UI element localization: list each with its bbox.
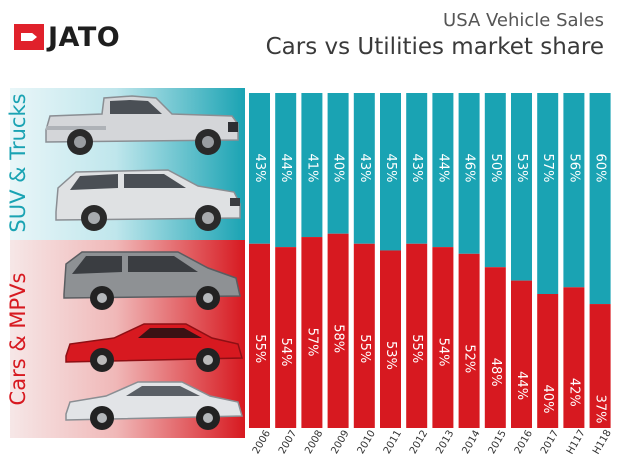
bar-suv-trucks-2006 xyxy=(249,93,270,244)
label-suv-trucks-2016: 53% xyxy=(514,154,529,183)
chart-title: USA Vehicle Sales xyxy=(443,10,604,31)
bar-cars-mpvs-2015 xyxy=(484,267,506,428)
bar-suv-trucks-2014 xyxy=(458,93,480,254)
label-suv-trucks-2017: 57% xyxy=(540,154,555,183)
bar-suv-trucks-2015 xyxy=(484,93,506,268)
label-cars-mpvs-H117: 42% xyxy=(566,378,581,407)
label-cars-mpvs-2011: 53% xyxy=(383,341,398,370)
label-suv-trucks-2010: 43% xyxy=(357,154,372,183)
bar-cars-mpvs-2012 xyxy=(406,243,428,428)
bar-cars-mpvs-2011 xyxy=(380,250,401,428)
bar-cars-mpvs-2010 xyxy=(353,243,375,428)
x-tick-2013: 2013 xyxy=(434,428,456,456)
x-tick-2016: 2016 xyxy=(513,428,535,456)
label-cars-mpvs-2006: 55% xyxy=(252,334,267,363)
bar-suv-trucks-2017 xyxy=(537,93,559,294)
label-cars-mpvs-2012: 55% xyxy=(409,334,424,363)
x-tick-2017: 2017 xyxy=(539,428,561,456)
jato-logo-mark xyxy=(14,24,44,50)
bar-cars-mpvs-2008 xyxy=(301,237,323,428)
label-suv-trucks-2007: 44% xyxy=(278,154,293,183)
bar-cars-mpvs-2007 xyxy=(275,247,297,428)
bar-cars-mpvs-2006 xyxy=(249,243,270,428)
label-suv-trucks-2011: 45% xyxy=(383,154,398,183)
label-cars-mpvs-2010: 55% xyxy=(357,334,372,363)
sports-car-icon xyxy=(65,323,243,372)
x-tick-2007: 2007 xyxy=(277,428,299,456)
pickup-truck-icon xyxy=(45,95,239,155)
label-cars-mpvs-2013: 54% xyxy=(435,338,450,367)
label-cars-mpvs-2016: 44% xyxy=(514,371,529,400)
label-suv-trucks-2008: 41% xyxy=(304,154,319,183)
label-suv-trucks-2015: 50% xyxy=(488,154,503,183)
jato-logo: JATO xyxy=(14,22,134,53)
bar-cars-mpvs-H117 xyxy=(563,287,585,428)
bar-suv-trucks-2009 xyxy=(327,93,349,234)
bar-suv-trucks-2007 xyxy=(275,93,297,248)
label-suv-trucks-H118: 60% xyxy=(593,154,608,183)
x-tick-H118: H118 xyxy=(591,428,614,457)
chart-subtitle: Cars vs Utilities market share xyxy=(265,34,604,60)
bar-suv-trucks-2016 xyxy=(511,93,532,281)
label-cars-mpvs-2015: 48% xyxy=(488,358,503,387)
bar-cars-mpvs-2009 xyxy=(327,233,349,428)
label-cars-mpvs-2007: 54% xyxy=(278,338,293,367)
label-suv-trucks-2014: 46% xyxy=(462,154,477,183)
x-tick-2011: 2011 xyxy=(382,428,404,456)
label-cars-mpvs-H118: 37% xyxy=(593,395,608,424)
x-tick-2014: 2014 xyxy=(460,428,482,456)
label-cars-mpvs-2017: 40% xyxy=(540,385,555,414)
x-tick-2010: 2010 xyxy=(356,428,378,456)
x-tick-2009: 2009 xyxy=(329,428,351,456)
minivan-icon xyxy=(63,251,241,310)
x-tick-2006: 2006 xyxy=(251,428,273,456)
bar-cars-mpvs-2017 xyxy=(537,294,559,428)
label-suv-trucks-2006: 43% xyxy=(252,154,267,183)
bar-cars-mpvs-2016 xyxy=(511,280,532,428)
brand-name: JATO xyxy=(48,22,121,53)
bar-suv-trucks-2010 xyxy=(353,93,375,244)
sedan-icon xyxy=(65,381,243,430)
x-tick-2008: 2008 xyxy=(303,428,325,456)
bar-suv-trucks-H118 xyxy=(589,93,611,305)
label-suv-trucks-2009: 40% xyxy=(331,154,346,183)
x-tick-2015: 2015 xyxy=(487,428,509,456)
suv-icon xyxy=(55,169,241,231)
bar-suv-trucks-2013 xyxy=(432,93,454,248)
label-cars-mpvs-2009: 58% xyxy=(331,324,346,353)
label-cars-mpvs-2008: 57% xyxy=(304,328,319,357)
plot-area xyxy=(246,93,615,428)
label-suv-trucks-H117: 56% xyxy=(566,154,581,183)
x-tick-H117: H117 xyxy=(565,428,588,457)
x-tick-2012: 2012 xyxy=(408,428,430,456)
bar-suv-trucks-2008 xyxy=(301,93,323,238)
bar-suv-trucks-2011 xyxy=(380,93,401,251)
bar-cars-mpvs-2014 xyxy=(458,253,480,428)
label-cars-mpvs-2014: 52% xyxy=(462,344,477,373)
bar-suv-trucks-2012 xyxy=(406,93,428,244)
label-suv-trucks-2012: 43% xyxy=(409,154,424,183)
bar-suv-trucks-H117 xyxy=(563,93,585,288)
label-suv-trucks-2013: 44% xyxy=(435,154,450,183)
bar-cars-mpvs-H118 xyxy=(589,304,611,428)
bar-cars-mpvs-2013 xyxy=(432,247,454,428)
